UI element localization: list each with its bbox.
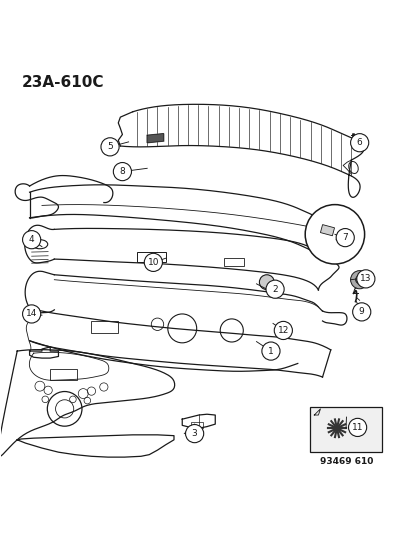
Text: 1: 1 <box>268 346 273 356</box>
Text: 4: 4 <box>29 235 34 244</box>
Circle shape <box>101 138 119 156</box>
Circle shape <box>144 253 162 271</box>
Bar <box>91 321 118 333</box>
Circle shape <box>259 274 273 289</box>
Circle shape <box>348 418 366 437</box>
Circle shape <box>22 231 40 249</box>
Bar <box>50 369 77 379</box>
Circle shape <box>355 276 363 284</box>
Circle shape <box>22 305 40 323</box>
Circle shape <box>335 229 354 247</box>
Bar <box>137 253 165 262</box>
Text: 9: 9 <box>358 308 364 317</box>
Circle shape <box>273 321 292 340</box>
Text: 13: 13 <box>359 274 371 284</box>
Bar <box>335 232 349 243</box>
Circle shape <box>185 424 203 443</box>
Circle shape <box>352 303 370 321</box>
Text: 11: 11 <box>351 423 363 432</box>
Circle shape <box>266 280 283 298</box>
Text: 93469 610: 93469 610 <box>319 457 372 466</box>
Polygon shape <box>147 134 163 143</box>
Circle shape <box>350 271 368 289</box>
Text: 2: 2 <box>272 285 277 294</box>
Bar <box>223 259 244 265</box>
Text: 14: 14 <box>26 310 37 318</box>
Bar <box>191 422 202 428</box>
Text: 3: 3 <box>191 429 197 438</box>
Text: 10: 10 <box>147 258 159 267</box>
Text: 23A-610C: 23A-610C <box>21 75 104 90</box>
Text: 8: 8 <box>119 167 125 176</box>
Text: 12: 12 <box>277 326 288 335</box>
Circle shape <box>356 270 374 288</box>
Circle shape <box>261 342 279 360</box>
Text: 6: 6 <box>356 138 362 147</box>
Circle shape <box>113 163 131 181</box>
Circle shape <box>350 134 368 152</box>
Text: 7: 7 <box>342 233 347 242</box>
Bar <box>320 224 334 236</box>
Text: 5: 5 <box>107 142 113 151</box>
Circle shape <box>304 205 364 264</box>
Bar <box>309 407 382 452</box>
